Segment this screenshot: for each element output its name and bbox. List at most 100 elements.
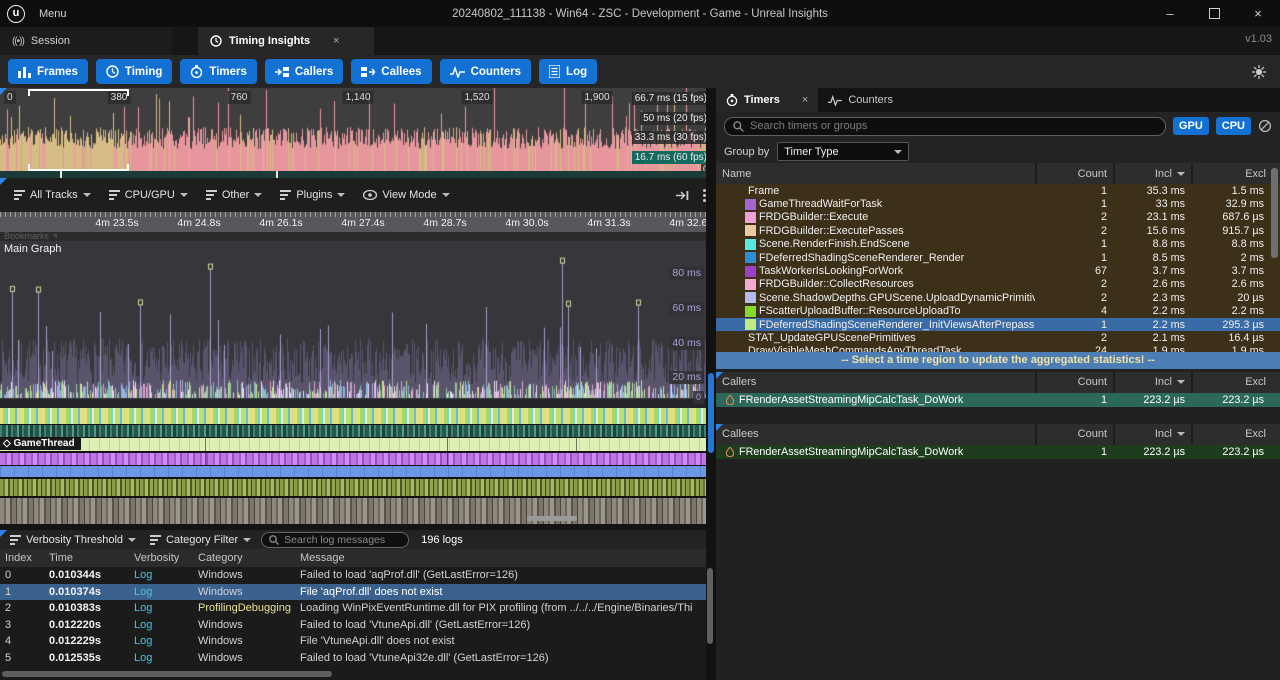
tab-session[interactable]: ((•)) Session xyxy=(0,27,172,55)
main-graph-track[interactable]: Main Graph 80 ms 60 ms 40 ms 20 ms 0 xyxy=(0,241,716,408)
all-tracks-dropdown[interactable]: All Tracks xyxy=(6,178,99,212)
log-row[interactable]: 1 0.010374s Log Windows File 'aqProf.dll' do… xyxy=(0,583,706,600)
log-table-header[interactable]: Index Time Verbosity Category Message xyxy=(0,549,706,567)
track-band-olive[interactable] xyxy=(0,479,707,497)
timers-table-header[interactable]: Name Count Incl Excl xyxy=(716,163,1280,184)
time-ruler[interactable]: 4m 23.5s 4m 24.8s 4m 26.1s 4m 27.4s 4m 28.7s… xyxy=(0,212,716,232)
log-horizontal-scrollbar-thumb[interactable] xyxy=(2,671,332,677)
callees-button[interactable]: Callees xyxy=(351,59,432,84)
log-row[interactable]: 2 0.010383s Log ProfilingDebugging Loading W… xyxy=(0,600,706,617)
callees-table-header[interactable]: Callees Count Incl Excl xyxy=(716,423,1280,445)
callees-col-count[interactable]: Count xyxy=(1035,423,1113,445)
gamethread-track-label[interactable]: ◇ GameThread xyxy=(0,438,81,450)
track-scroll-piece[interactable] xyxy=(527,516,577,521)
timer-row[interactable]: FDeferredShadingSceneRenderer_Render 1 8.5… xyxy=(716,251,1280,264)
group-by-dropdown[interactable]: Timer Type xyxy=(777,142,910,161)
frames-selection-bracket-top[interactable] xyxy=(28,89,129,96)
track-band-workers[interactable] xyxy=(0,408,707,425)
cpu-gpu-dropdown[interactable]: CPU/GPU xyxy=(101,178,196,212)
timer-row[interactable]: GameThreadWaitForTask 1 33 ms 32.9 ms xyxy=(716,197,1280,210)
timing-tab-close-icon[interactable]: × xyxy=(333,35,340,47)
callers-col-excl[interactable]: Excl xyxy=(1191,371,1280,393)
log-col-time[interactable]: Time xyxy=(49,552,74,564)
track-gamethread[interactable]: ◇ GameThread xyxy=(0,438,707,452)
timers-col-excl[interactable]: Excl xyxy=(1191,163,1280,184)
callers-col-count[interactable]: Count xyxy=(1035,371,1113,393)
minimize-button[interactable]: – xyxy=(1166,6,1174,21)
close-button[interactable]: × xyxy=(1254,6,1262,21)
timer-row[interactable]: TaskWorkerIsLookingForWork 67 3.7 ms 3.7 ms xyxy=(716,264,1280,277)
log-search-input[interactable]: Search log messages xyxy=(261,531,410,548)
timer-row[interactable]: FRDGBuilder::ExecutePasses 2 15.6 ms 915.7 … xyxy=(716,224,1280,237)
timer-row[interactable]: FRDGBuilder::CollectResources 2 2.6 ms 2.6 … xyxy=(716,278,1280,291)
other-dropdown[interactable]: Other xyxy=(198,178,271,212)
log-col-message[interactable]: Message xyxy=(300,552,345,564)
callers-button[interactable]: Callers xyxy=(264,59,344,84)
timers-search-input[interactable]: Search timers or groups xyxy=(724,116,1166,136)
tab-timing-insights[interactable]: Timing Insights × xyxy=(198,27,374,55)
gpu-toggle-button[interactable]: GPU xyxy=(1172,117,1209,135)
log-row[interactable]: 4 0.012229s Log Windows File 'VtuneApi.dll' … xyxy=(0,633,706,650)
log-col-category[interactable]: Category xyxy=(198,552,243,564)
cpu-toggle-button[interactable]: CPU xyxy=(1215,117,1251,135)
timer-row[interactable]: Scene.RenderFinish.EndScene 1 8.8 ms 8.8 ms xyxy=(716,238,1280,251)
view-mode-dropdown[interactable]: View Mode xyxy=(355,178,457,212)
timers-vertical-scrollbar-thumb[interactable] xyxy=(1271,168,1278,258)
category-filter-dropdown[interactable]: Category Filter xyxy=(146,534,255,546)
timers-col-incl[interactable]: Incl xyxy=(1113,163,1191,184)
main-graph-chart[interactable] xyxy=(0,241,716,408)
tab-timers[interactable]: Timers × xyxy=(716,88,819,112)
timing-button[interactable]: Timing xyxy=(95,59,173,84)
more-options-icon[interactable] xyxy=(703,188,706,202)
menu-button[interactable]: Menu xyxy=(39,7,67,20)
callers-table-header[interactable]: Callers Count Incl Excl xyxy=(716,371,1280,393)
timer-excl-cell: 915.7 µs xyxy=(1222,224,1264,237)
verbosity-threshold-dropdown[interactable]: Verbosity Threshold xyxy=(6,534,140,546)
timer-row[interactable]: DrawVisibleMeshCommandsAnyThreadTask 24 1.… xyxy=(716,345,1280,352)
graph-y-axis-label: 40 ms xyxy=(669,337,704,350)
bookmarks-row[interactable]: Bookmarks xyxy=(0,232,716,241)
track-band-purple[interactable] xyxy=(0,453,707,466)
timer-row[interactable]: Frame 1 35.3 ms 1.5 ms xyxy=(716,184,1280,197)
timers-tab-close-icon[interactable]: × xyxy=(801,94,809,106)
log-row[interactable]: 0 0.010344s Log Windows Failed to load 'aqPr… xyxy=(0,567,706,584)
caller-row[interactable]: FRenderAssetStreamingMipCalcTask_DoWork 1… xyxy=(716,392,1280,407)
plugins-dropdown[interactable]: Plugins xyxy=(272,178,353,212)
counters-button[interactable]: Counters xyxy=(439,59,532,84)
window-title: 20240802_111138 - Win64 - ZSC - Developm… xyxy=(452,7,828,20)
callees-col-incl[interactable]: Incl xyxy=(1113,423,1191,445)
frames-minimap-strip[interactable] xyxy=(0,171,716,178)
bookmarks-collapse-icon xyxy=(52,234,58,239)
timers-col-name[interactable]: Name xyxy=(722,167,752,180)
callee-row[interactable]: FRenderAssetStreamingMipCalcTask_DoWork 1… xyxy=(716,444,1280,459)
timer-row[interactable]: STAT_UpdateGPUScenePrimitives 2 2.1 ms 16.4… xyxy=(716,331,1280,344)
log-row[interactable]: 5 0.012535s Log Windows Failed to load 'Vtun… xyxy=(0,650,706,667)
timer-row[interactable]: FDeferredShadingSceneRenderer_InitViewsA… xyxy=(716,317,1280,332)
jump-to-end-icon[interactable] xyxy=(676,190,689,201)
log-col-verbosity[interactable]: Verbosity xyxy=(134,552,180,564)
category-filter-icon xyxy=(150,534,162,545)
timers-button[interactable]: Timers xyxy=(180,59,257,84)
timers-col-count[interactable]: Count xyxy=(1035,163,1113,184)
track-band-gray[interactable] xyxy=(0,498,707,524)
timer-row[interactable]: FScatterUploadBuffer::ResourceUploadTo 4 2… xyxy=(716,305,1280,318)
frames-button[interactable]: Frames xyxy=(8,59,88,84)
debug-bug-icon[interactable] xyxy=(1252,64,1266,79)
callees-icon xyxy=(361,66,376,77)
timer-row[interactable]: Scene.ShadowDepths.GPUScene.UploadDynami… xyxy=(716,291,1280,304)
callers-col-incl[interactable]: Incl xyxy=(1113,371,1191,393)
timer-row[interactable]: FRDGBuilder::Execute 2 23.1 ms 687.6 µs xyxy=(716,211,1280,224)
track-band-render[interactable] xyxy=(0,425,707,438)
log-vertical-scrollbar-thumb[interactable] xyxy=(707,568,713,644)
frames-selection-bracket-bottom[interactable] xyxy=(28,164,129,171)
log-row[interactable]: 3 0.012220s Log Windows Failed to load 'Vtun… xyxy=(0,617,706,634)
maximize-button[interactable] xyxy=(1192,0,1236,27)
log-button[interactable]: Log xyxy=(539,59,598,84)
tab-counters[interactable]: Counters xyxy=(818,88,903,112)
zero-counters-toggle-icon[interactable] xyxy=(1258,119,1272,133)
log-col-index[interactable]: Index xyxy=(5,552,32,564)
track-band-blue[interactable] xyxy=(0,466,707,478)
callees-col-excl[interactable]: Excl xyxy=(1191,423,1280,445)
tracks-vertical-scrollbar-thumb[interactable] xyxy=(708,373,714,453)
